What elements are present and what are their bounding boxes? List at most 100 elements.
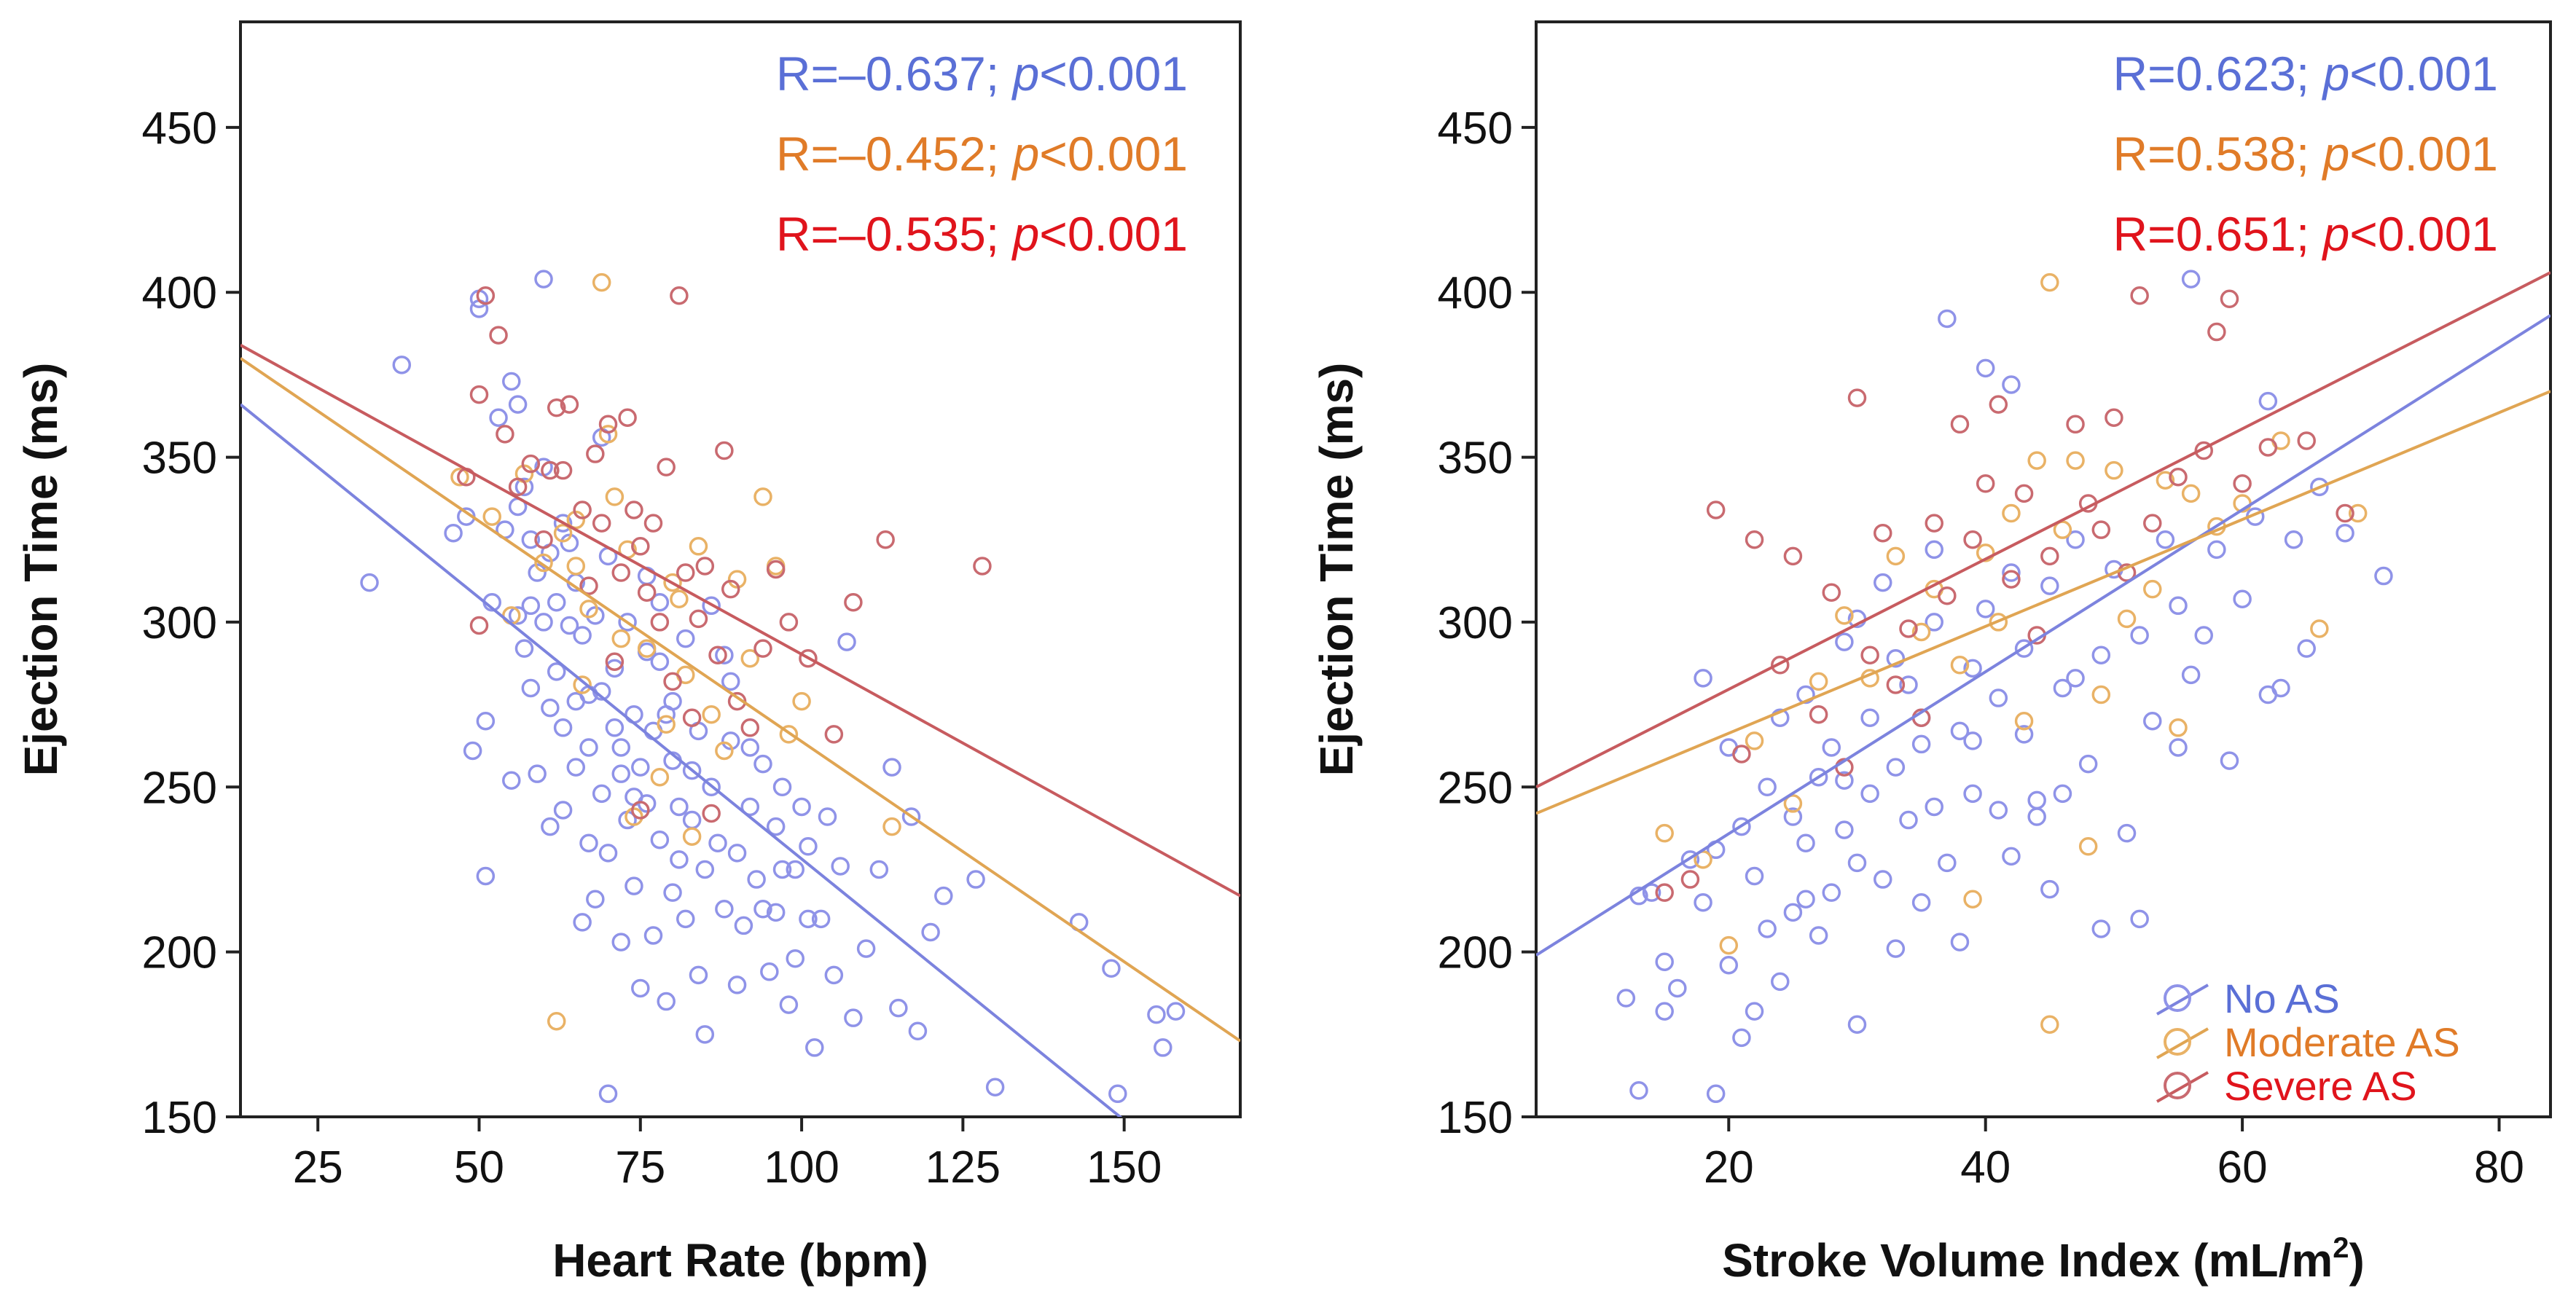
data-point — [514, 477, 534, 497]
data-point — [528, 764, 547, 783]
data-point — [1989, 395, 2008, 414]
data-point — [476, 866, 496, 886]
data-point — [2105, 408, 2123, 428]
data-point — [618, 613, 637, 632]
data-point — [2220, 751, 2239, 770]
data-point — [908, 1021, 928, 1041]
data-point — [779, 995, 799, 1014]
data-point — [514, 639, 534, 658]
data-point — [1680, 850, 1700, 869]
data-point — [1732, 745, 1751, 764]
x-tick-label: 50 — [454, 1142, 504, 1193]
data-point — [2194, 441, 2214, 460]
legend-line — [2156, 1027, 2209, 1059]
data-point — [508, 606, 528, 625]
data-point — [2143, 711, 2162, 731]
data-point — [598, 415, 618, 434]
data-point — [753, 639, 772, 658]
data-point — [2066, 669, 2085, 688]
data-point — [1642, 883, 1661, 902]
y-tick-label: 450 — [1438, 103, 1513, 154]
chart-panel-1: 150 200 250 300 350 400 450 25 50 75 100 125 150 Hear… — [15, 20, 1242, 1287]
correlation-p-value: <0.001 — [1039, 207, 1188, 261]
data-point — [727, 570, 747, 589]
data-point — [521, 454, 541, 474]
data-point — [2078, 837, 2098, 856]
data-point — [605, 652, 625, 672]
data-point — [818, 807, 837, 826]
data-point — [2130, 626, 2149, 645]
data-point — [1976, 543, 1995, 562]
legend-label: Moderate AS — [2224, 1019, 2460, 1065]
data-point — [2143, 579, 2162, 599]
data-point — [2258, 391, 2278, 411]
data-point — [824, 965, 844, 985]
data-point — [2002, 563, 2021, 582]
data-point — [553, 801, 573, 820]
data-point — [482, 507, 501, 526]
data-point — [1796, 890, 1815, 908]
data-point — [1963, 784, 1982, 804]
data-point — [650, 652, 670, 672]
x-tick-label: 125 — [925, 1142, 1001, 1193]
data-point — [856, 939, 876, 958]
data-point — [592, 784, 611, 804]
data-point — [663, 573, 682, 592]
correlation-p-label: p — [1011, 47, 1040, 101]
correlation-p-label: p — [2322, 127, 2350, 181]
data-point — [534, 530, 553, 549]
data-point — [689, 965, 708, 985]
data-point — [1886, 939, 1906, 958]
data-point — [715, 900, 734, 919]
data-point — [772, 777, 792, 797]
data-point — [534, 553, 553, 573]
data-point — [1976, 358, 1995, 378]
regression-line-moderate-as — [1536, 390, 2550, 815]
data-point — [1166, 1002, 1186, 1021]
series-severe-as — [457, 286, 992, 823]
data-point — [740, 648, 760, 668]
data-point — [1847, 1015, 1867, 1034]
x-axis-title: Stroke Volume Index (mL/m2) — [1722, 1232, 2365, 1287]
data-point — [799, 909, 818, 929]
correlation-p-label: p — [1011, 127, 1040, 181]
data-point — [650, 830, 670, 849]
data-point — [721, 579, 740, 599]
data-point — [586, 444, 605, 463]
data-point — [715, 741, 734, 761]
correlation-p-value: <0.001 — [2349, 207, 2498, 261]
data-point — [1102, 959, 1121, 978]
data-point — [547, 398, 566, 417]
correlation-annotation: R=0.623; p<0.001 — [2113, 47, 2498, 101]
data-point — [1758, 777, 1777, 797]
data-point — [682, 827, 702, 846]
data-point — [985, 1078, 1005, 1097]
data-point — [1847, 388, 1867, 407]
data-point — [598, 1084, 618, 1104]
data-point — [2169, 596, 2188, 616]
data-point — [573, 675, 592, 694]
data-point — [869, 860, 889, 879]
data-point — [2014, 725, 2034, 744]
x-tick-label: 20 — [1704, 1142, 1754, 1193]
correlation-r: R=–0.637; — [776, 47, 1013, 101]
data-point — [1629, 1081, 1648, 1100]
data-point — [2233, 589, 2252, 608]
data-point — [1147, 1005, 1166, 1024]
data-point — [643, 926, 663, 945]
data-point — [566, 510, 586, 530]
plot-area — [1536, 270, 2550, 1104]
data-point — [1745, 530, 1764, 549]
data-point — [1989, 688, 2008, 707]
data-point — [702, 704, 721, 724]
data-point — [1745, 731, 1764, 750]
data-point — [721, 731, 740, 750]
data-point — [625, 501, 643, 519]
data-point — [489, 408, 508, 428]
data-point — [715, 441, 734, 460]
data-point — [882, 758, 901, 777]
data-point — [1989, 801, 2008, 820]
correlation-p-value: <0.001 — [2349, 127, 2498, 181]
data-point — [650, 613, 670, 632]
data-point — [799, 648, 818, 668]
